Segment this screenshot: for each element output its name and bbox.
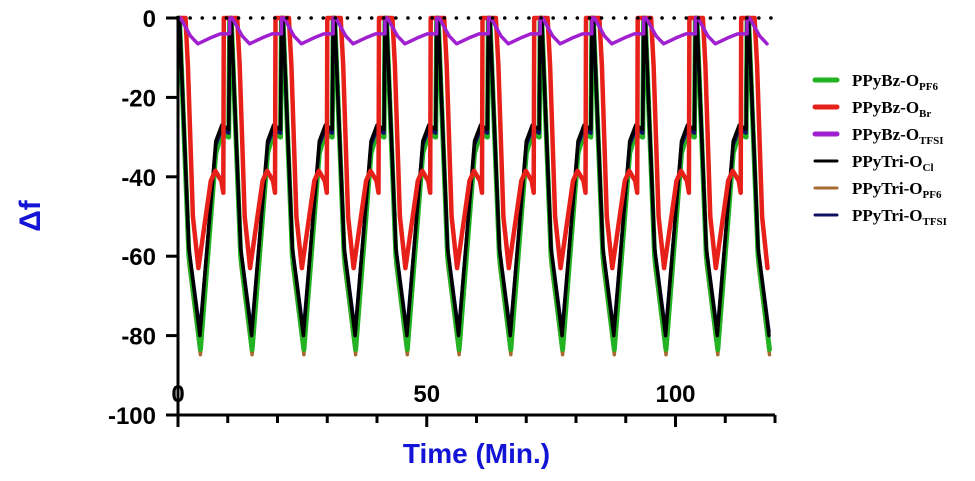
- x-tick-label: 100: [655, 381, 695, 408]
- tick-labels: 0 -20 -40 -60 -80 -100 0 50 100: [108, 6, 696, 430]
- legend-label: PPyTri-OCl: [852, 152, 934, 174]
- plot-lines: [175, 15, 772, 357]
- x-axis-title: Time (Min.): [403, 438, 550, 469]
- series-line-PPyBz-OPF6: [175, 15, 772, 352]
- legend-label: PPyTri-OPF6: [852, 179, 942, 201]
- legend-label: PPyTri-OTFSI: [852, 206, 947, 228]
- legend-label: PPyBz-OBr: [852, 98, 931, 120]
- x-tick-label: 0: [171, 381, 184, 408]
- legend-label: PPyBz-OPF6: [852, 71, 938, 93]
- y-tick-label: 0: [143, 6, 156, 33]
- x-tick-label: 50: [413, 381, 440, 408]
- y-tick-label: -100: [108, 403, 156, 430]
- axes: [166, 16, 777, 427]
- legend-label: PPyBz-OTFSI: [852, 125, 944, 147]
- y-tick-label: -20: [121, 85, 156, 112]
- y-tick-label: -80: [121, 324, 156, 351]
- series-line-PPyBz-OTFSI: [176, 16, 769, 46]
- y-tick-label: -60: [121, 244, 156, 271]
- y-tick-label: -40: [121, 165, 156, 192]
- legend: PPyBz-OPF6 PPyBz-OBr PPyBz-OTFSI PPyTri-OCl…: [812, 71, 947, 228]
- y-axis-title: Δf: [14, 199, 47, 232]
